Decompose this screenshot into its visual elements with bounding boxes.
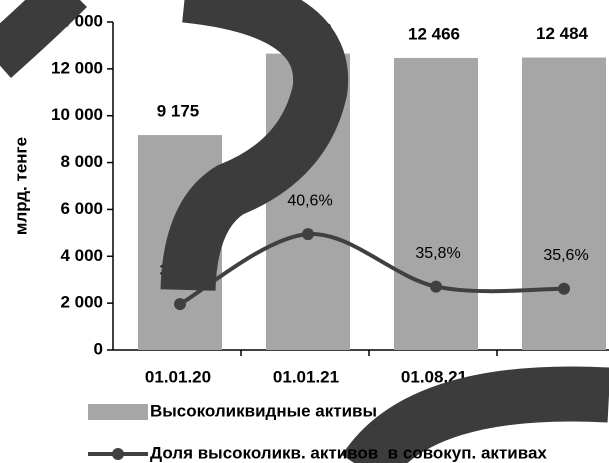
bar <box>394 57 478 351</box>
decoration-stroke <box>0 0 87 78</box>
y-tick-label: 4 000 <box>60 246 103 265</box>
data-label: 40,6% <box>287 192 332 209</box>
x-tick-label: 01.01.20 <box>145 367 211 386</box>
line-marker <box>174 298 186 311</box>
y-tick-label: 2 000 <box>60 293 103 312</box>
bar <box>522 57 606 351</box>
line-marker <box>302 228 314 241</box>
data-label: 9 175 <box>157 102 200 121</box>
line-marker <box>558 282 570 295</box>
line-marker <box>430 280 442 293</box>
y-tick-label: 8 000 <box>60 152 103 171</box>
y-tick-label: 6 000 <box>60 199 103 218</box>
data-label: 12 466 <box>408 24 460 43</box>
plot-area: млрд. тенге 0 2 000 4 000 6 000 8 000 10 000 1… <box>11 11 609 386</box>
x-tick-label: 01.01.21 <box>273 367 339 386</box>
data-label: 35,8% <box>415 245 460 262</box>
y-axis-label: млрд. тенге <box>11 137 30 235</box>
data-label: 12 484 <box>536 24 589 43</box>
legend-label: Доля высоколикв. активов в совокуп. акти… <box>150 443 547 462</box>
data-label: 35,6% <box>543 247 588 264</box>
legend-swatch <box>112 448 124 460</box>
decoration-stroke <box>341 366 609 463</box>
y-tick-label: 12 000 <box>51 58 103 77</box>
y-tick-label: 0 <box>94 339 103 358</box>
decoration-stroke <box>160 0 349 292</box>
legend-label: Высоколиквидные активы <box>150 401 377 420</box>
line <box>179 232 565 306</box>
y-tick-label: 10 000 <box>51 105 103 124</box>
legend-swatch <box>88 404 148 420</box>
